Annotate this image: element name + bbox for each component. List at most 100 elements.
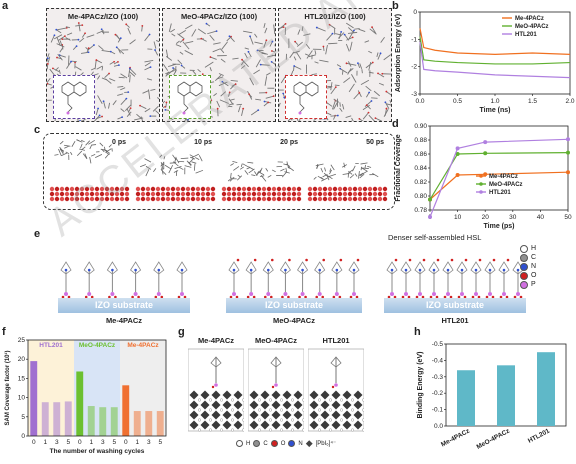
pbi6-octahedron [282, 390, 292, 400]
substrate-atom [94, 191, 100, 197]
md-bond [264, 76, 268, 86]
y-tick-label: 0 [21, 433, 25, 440]
substrate-atom [246, 186, 252, 192]
substrate-atom [155, 186, 161, 192]
phosphorus-atom [87, 292, 92, 296]
adsorption-snapshot: 10 ps [134, 137, 216, 205]
md-bond [127, 27, 131, 35]
molecule-bond [168, 167, 172, 174]
substrate-atom [170, 196, 176, 202]
md-atom [377, 72, 379, 75]
substrate-atom [49, 186, 55, 192]
substrate-atom [317, 191, 323, 197]
cation-atom [340, 408, 344, 412]
substrate-atom [286, 191, 292, 197]
cation-atom [231, 398, 235, 402]
snapshot-time-label: 50 ps [366, 139, 384, 146]
x-tick-label: 3 [147, 439, 151, 446]
substrate-atom [94, 186, 100, 192]
cation-atom [362, 428, 364, 432]
molecule-sketch [177, 81, 203, 115]
cation-atom [340, 418, 344, 422]
legend-label: HTL201 [489, 190, 511, 196]
cell-box [248, 348, 304, 432]
oxygen-atom [252, 295, 256, 299]
substrate-atom [190, 196, 196, 202]
x-axis-label: The number of washing cycles [50, 448, 145, 455]
md-bond [345, 22, 354, 29]
md-bond [153, 41, 157, 49]
phosphorus-atom [317, 292, 322, 296]
md-bond [55, 67, 59, 71]
pbi6-octahedron [222, 390, 232, 400]
sam-headgroup [176, 261, 188, 275]
molecule-bond [145, 169, 150, 177]
molecule-bond [71, 141, 76, 147]
substrate-atom [266, 196, 272, 202]
cation-atom [317, 418, 321, 422]
sam-molecules [60, 261, 188, 299]
md-bond [314, 50, 317, 55]
md-bond [144, 108, 151, 113]
md-bond [230, 79, 238, 82]
md-atom [119, 37, 122, 40]
substrate-atom [337, 191, 343, 197]
sam-headgroup [228, 261, 240, 275]
md-bond [221, 41, 228, 50]
nitrogen-atom [318, 268, 322, 272]
md-bond [207, 30, 217, 35]
nitrogen-atom [266, 268, 270, 272]
phosphorus-atom [390, 292, 394, 296]
md-bond [385, 103, 391, 106]
md-bond [265, 95, 274, 99]
y-tick-label: -0.1 [432, 407, 444, 414]
molecule-bond [108, 144, 112, 148]
panel-label-b: b [392, 0, 399, 12]
substrate-atom [140, 186, 146, 192]
cation-atom [302, 408, 304, 412]
md-bond [116, 46, 125, 55]
substrate-atom [84, 196, 90, 202]
substrate-atom [135, 186, 141, 192]
substrate-atom [165, 196, 171, 202]
molecule-bond [193, 163, 196, 171]
cation-atom [362, 408, 364, 412]
molecule-bond [175, 157, 180, 164]
md-bond [163, 63, 169, 71]
md-atom [180, 64, 183, 67]
molecule-bond [227, 177, 233, 182]
pbi6-octahedron [282, 410, 292, 420]
oxygen-atom [499, 295, 503, 299]
md-atom [228, 91, 231, 94]
md-bond [197, 28, 206, 35]
md-bond [295, 51, 302, 60]
md-atom [77, 38, 80, 41]
data-point [428, 215, 432, 219]
cation-atom [231, 408, 235, 412]
molecule-bond [163, 156, 166, 160]
bar [122, 385, 130, 436]
md-bond [129, 39, 136, 45]
md-bond [347, 31, 358, 34]
md-atom [379, 52, 382, 55]
substrate-atom [276, 196, 282, 202]
data-point [455, 152, 460, 156]
pbi6-octahedron [260, 390, 270, 400]
md-bond [155, 110, 159, 115]
md-bond [230, 98, 235, 101]
molecule-bond [367, 165, 372, 168]
oxygen-atom [449, 295, 453, 299]
md-bond [358, 28, 366, 33]
substrate-atom [155, 191, 161, 197]
md-atom [56, 56, 58, 59]
adsorption-snapshot: 0 ps [48, 137, 130, 205]
md-bond [219, 99, 229, 104]
md-bond [169, 28, 176, 33]
md-atom [374, 117, 377, 120]
phosphorus-atom [432, 292, 436, 296]
pbi6-octahedron [331, 410, 341, 420]
md-atom [384, 101, 387, 104]
molecule-bond [239, 166, 244, 170]
md-bond [209, 67, 212, 72]
md-bond [212, 48, 221, 53]
